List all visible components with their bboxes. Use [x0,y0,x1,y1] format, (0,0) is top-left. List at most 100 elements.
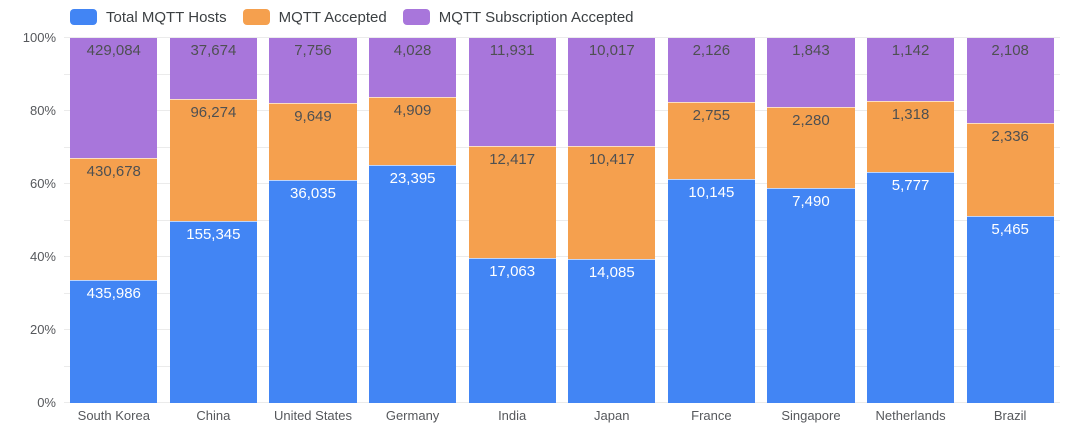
bar-segment-mqtt-subscription-accepted-france[interactable]: 2,126 [667,38,755,103]
bar-segment-total-mqtt-hosts-netherlands[interactable]: 5,777 [866,171,955,403]
bar-segment-mqtt-subscription-accepted-japan[interactable]: 10,017 [568,38,656,147]
legend-label: Total MQTT Hosts [106,8,227,26]
stacked-bar-germany: 4,028 4,909 23,395 [369,38,457,403]
x-axis-label-united-states: United States [273,408,352,423]
bar-segment-mqtt-accepted-france[interactable]: 2,755 [667,102,755,180]
bar-segment-mqtt-subscription-accepted-india[interactable]: 11,931 [468,38,556,146]
segment-value-label: 36,035 [290,184,336,202]
segment-value-label: 10,145 [688,184,735,202]
bar-segment-total-mqtt-hosts-brazil[interactable]: 5,465 [966,216,1054,403]
bar-column-germany: 4,028 4,909 23,395 [363,38,463,403]
segment-value-label: 7,756 [294,42,332,59]
stacked-bar-netherlands: 1,142 1,318 5,777 [866,38,955,403]
gridline-0pct [64,402,1060,403]
x-axis-labels: South Korea China United States Germany Indi… [64,408,1060,423]
segment-value-label: 7,490 [792,193,830,211]
segment-value-label: 5,465 [991,221,1029,239]
x-axis-label-germany: Germany [385,408,440,423]
segment-value-label: 1,843 [792,42,830,59]
x-axis-label-singapore: Singapore [781,408,841,423]
bar-segment-mqtt-subscription-accepted-singapore[interactable]: 1,843 [767,38,855,108]
legend-item-total-mqtt-hosts[interactable]: Total MQTT Hosts [70,9,227,26]
bar-segment-total-mqtt-hosts-china[interactable]: 155,345 [169,220,257,403]
bar-column-singapore: 1,843 2,280 7,490 [761,38,861,404]
segment-value-label: 2,108 [991,42,1029,59]
segment-value-label: 2,755 [692,107,731,125]
stacked-bar-united-states: 7,756 9,649 36,035 [269,38,357,403]
x-axis-label-brazil: Brazil [993,408,1027,423]
gridline-30pct [64,292,1060,294]
bar-segment-total-mqtt-hosts-france[interactable]: 10,145 [667,179,755,403]
bar-segment-total-mqtt-hosts-singapore[interactable]: 7,490 [767,188,855,404]
legend-swatch-icon [242,9,270,25]
x-axis-label-china: China [196,408,231,423]
y-axis-tick-label: 40% [29,249,56,264]
bar-column-france: 2,126 2,755 10,145 [662,38,762,403]
bar-segment-mqtt-accepted-south-korea[interactable]: 430,678 [70,158,158,281]
segment-value-label: 10,417 [588,151,635,169]
bar-column-china: 37,674 96,274 155,345 [164,38,264,403]
x-axis-label-france: France [691,408,732,423]
segment-value-label: 430,678 [86,163,141,181]
segment-value-label: 9,649 [294,108,332,126]
bar-column-india: 11,931 12,417 17,063 [462,38,562,403]
segment-value-label: 96,274 [190,103,237,121]
bar-segment-mqtt-accepted-china[interactable]: 96,274 [169,98,257,221]
stacked-bar-france: 2,126 2,755 10,145 [667,38,755,403]
x-axis-label-india: India [498,408,527,423]
segment-value-label: 1,318 [891,106,930,124]
gridline-50pct [64,219,1060,221]
segment-value-label: 17,063 [489,262,536,280]
stacked-bar-china: 37,674 96,274 155,345 [169,38,257,403]
x-axis-label-netherlands: Netherlands [875,408,946,423]
legend-swatch-icon [70,9,97,25]
bar-segment-total-mqtt-hosts-japan[interactable]: 14,085 [568,258,656,403]
x-axis-label-south-korea: South Korea [77,408,150,423]
segment-value-label: 2,336 [991,128,1029,146]
stacked-bar-japan: 10,017 10,417 14,085 [568,38,656,403]
bar-segment-mqtt-subscription-accepted-brazil[interactable]: 2,108 [966,38,1054,124]
segment-value-label: 1,142 [891,42,930,59]
segment-value-label: 14,085 [588,263,635,281]
stacked-bar-south-korea: 429,084 430,678 435,986 [70,38,158,403]
segment-value-label: 2,280 [792,112,830,130]
segment-value-label: 5,777 [891,176,930,194]
segment-value-label: 23,395 [389,170,436,188]
segment-value-label: 429,084 [86,42,141,59]
segment-value-label: 435,986 [86,285,141,303]
bar-segment-mqtt-subscription-accepted-united-states[interactable]: 7,756 [269,38,357,104]
segment-value-label: 2,126 [692,42,731,59]
bar-segment-mqtt-subscription-accepted-germany[interactable]: 4,028 [369,38,457,97]
bar-segment-total-mqtt-hosts-united-states[interactable]: 36,035 [269,179,357,403]
bar-segment-total-mqtt-hosts-india[interactable]: 17,063 [468,257,556,403]
y-axis-tick-label: 20% [29,322,56,337]
bar-segment-mqtt-accepted-netherlands[interactable]: 1,318 [866,101,955,172]
bar-columns: 429,084 430,678 435,986 37,674 96,274 155,345… [64,38,1060,404]
y-axis-tick-label: 100% [22,30,56,45]
gridline-60pct [64,183,1060,184]
legend-label: MQTT Accepted [278,8,387,26]
segment-value-label: 11,931 [489,42,535,59]
bar-column-brazil: 2,108 2,336 5,465 [960,38,1060,403]
bar-segment-mqtt-accepted-united-states[interactable]: 9,649 [269,103,357,180]
chart-legend: Total MQTT Hosts MQTT Accepted MQTT Subscr… [70,7,634,27]
bar-segment-mqtt-accepted-singapore[interactable]: 2,280 [767,107,855,189]
legend-item-mqtt-subscription-accepted[interactable]: MQTT Subscription Accepted [402,8,634,26]
bar-column-netherlands: 1,142 1,318 5,777 [861,38,961,403]
bar-segment-mqtt-accepted-brazil[interactable]: 2,336 [966,123,1054,217]
bar-segment-mqtt-subscription-accepted-china[interactable]: 37,674 [169,38,257,99]
bar-segment-total-mqtt-hosts-germany[interactable]: 23,395 [369,165,457,403]
legend-item-mqtt-accepted[interactable]: MQTT Accepted [242,8,387,26]
bar-segment-mqtt-accepted-india[interactable]: 12,417 [468,145,556,258]
gridline-100pct [64,37,1060,38]
legend-label: MQTT Subscription Accepted [438,8,634,26]
segment-value-label: 4,909 [393,102,432,119]
bar-column-united-states: 7,756 9,649 36,035 [263,38,363,403]
bar-segment-total-mqtt-hosts-south-korea[interactable]: 435,986 [70,280,158,403]
bar-segment-mqtt-subscription-accepted-south-korea[interactable]: 429,084 [70,38,158,159]
gridline-80pct [64,110,1060,111]
bar-segment-mqtt-subscription-accepted-netherlands[interactable]: 1,142 [866,38,955,102]
y-axis-tick-label: 0% [37,395,56,410]
bar-segment-mqtt-accepted-japan[interactable]: 10,417 [568,146,656,259]
bar-segment-mqtt-accepted-germany[interactable]: 4,909 [369,97,457,166]
